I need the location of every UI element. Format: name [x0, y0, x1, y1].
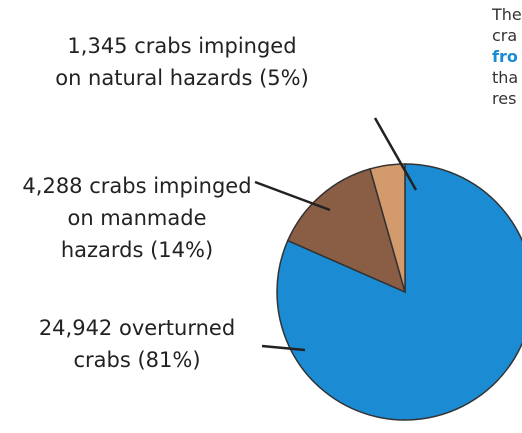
side-text-line: The: [491, 5, 522, 24]
slice-label: on natural hazards (5%): [55, 66, 309, 90]
slice-label: 24,942 overturned: [39, 316, 235, 340]
slice-label: crabs (81%): [73, 348, 200, 372]
side-text-line: res: [492, 89, 516, 108]
side-text-line: cra: [492, 26, 517, 45]
slice-label: 1,345 crabs impinged: [67, 34, 296, 58]
slice-label: on manmade: [67, 206, 206, 230]
side-text: The cra fro tha res: [491, 5, 522, 108]
side-text-line: tha: [492, 68, 518, 87]
side-text-line: fro: [492, 47, 518, 66]
slice-label: hazards (14%): [61, 238, 213, 262]
infographic: The cra fro tha res 24,942 overturned cra…: [0, 0, 522, 433]
slice-label: 4,288 crabs impinged: [22, 174, 251, 198]
leader-line: [255, 182, 330, 210]
